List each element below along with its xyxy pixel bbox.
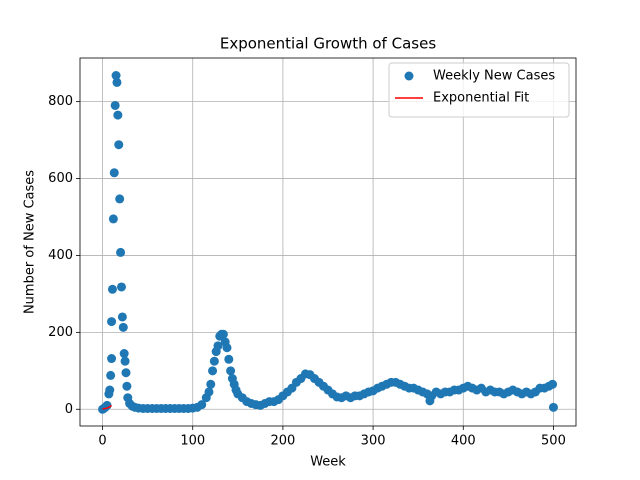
data-point [548, 402, 558, 412]
data-point [204, 387, 214, 397]
y-tick-label: 400 [48, 248, 73, 263]
data-point [111, 70, 121, 80]
data-point [114, 140, 124, 150]
data-point [218, 329, 228, 339]
x-tick-label: 500 [541, 434, 566, 449]
data-point [106, 370, 116, 380]
data-point [206, 379, 216, 389]
x-axis-label: Week [310, 455, 346, 470]
legend-label: Exponential Fit [433, 91, 529, 106]
legend-swatch [404, 71, 414, 81]
y-tick-label: 800 [48, 94, 73, 109]
data-point [115, 194, 125, 204]
legend-label: Weekly New Cases [433, 69, 555, 84]
x-tick-label: 400 [451, 434, 476, 449]
data-point [107, 317, 117, 327]
data-point [119, 349, 129, 359]
data-point [109, 168, 119, 178]
x-tick-label: 0 [98, 434, 106, 449]
data-point [105, 385, 115, 395]
marks [98, 70, 558, 414]
data-point [107, 354, 117, 364]
chart-title: Exponential Growth of Cases [220, 35, 436, 53]
y-axis-label: Number of New Cases [23, 170, 38, 314]
data-point [113, 110, 123, 120]
grid [76, 58, 576, 430]
fit-line [102, 404, 113, 410]
data-point [107, 284, 117, 294]
data-point [116, 247, 126, 257]
data-point [110, 100, 120, 110]
data-point [112, 77, 122, 87]
plot-frame [79, 57, 577, 427]
y-tick-label: 0 [65, 402, 73, 417]
data-point [121, 368, 131, 378]
x-tick-label: 300 [361, 434, 386, 449]
data-point [548, 379, 558, 389]
data-point [213, 341, 223, 351]
legend: Weekly New Cases Exponential Fit [388, 62, 570, 118]
data-point [108, 214, 118, 224]
data-point [116, 282, 126, 292]
x-tick-label: 100 [180, 434, 205, 449]
data-point [197, 400, 207, 410]
data-point [224, 354, 234, 364]
legend-box [388, 62, 570, 118]
data-point [122, 381, 132, 391]
data-point [208, 366, 218, 376]
data-point [209, 356, 219, 366]
y-tick-label: 600 [48, 171, 73, 186]
data-point [117, 312, 127, 322]
data-point [118, 322, 128, 332]
data-point [222, 343, 232, 353]
data-point [120, 356, 130, 366]
y-tick-label: 200 [48, 325, 73, 340]
x-tick-label: 200 [270, 434, 295, 449]
data-point [226, 366, 236, 376]
